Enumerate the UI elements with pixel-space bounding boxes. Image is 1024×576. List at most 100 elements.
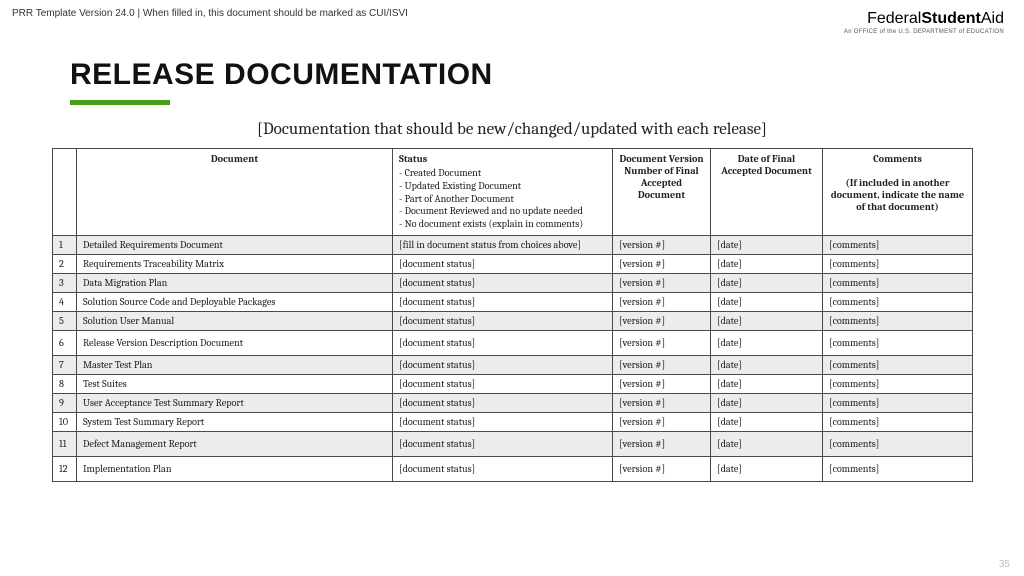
logo-title: FederalStudentAid (844, 10, 1004, 28)
row-date: [date] (711, 273, 823, 292)
row-num: 5 (53, 311, 77, 330)
col-comments-header: Comments (If included in another documen… (823, 149, 973, 236)
col-doc-header: Document (77, 149, 393, 236)
row-doc: Solution Source Code and Deployable Pack… (77, 292, 393, 311)
row-date: [date] (711, 235, 823, 254)
table-row: 9User Acceptance Test Summary Report[doc… (53, 393, 973, 412)
table-row: 12Implementation Plan[document status][v… (53, 456, 973, 481)
row-status: [document status] (393, 273, 613, 292)
row-status: [document status] (393, 311, 613, 330)
row-version: [version #] (613, 254, 711, 273)
row-date: [date] (711, 374, 823, 393)
row-comments: [comments] (823, 431, 973, 456)
row-version: [version #] (613, 292, 711, 311)
row-version: [version #] (613, 355, 711, 374)
row-doc: Master Test Plan (77, 355, 393, 374)
row-version: [version #] (613, 412, 711, 431)
release-doc-table: Document Status - Created Document- Upda… (52, 148, 973, 482)
row-version: [version #] (613, 330, 711, 355)
row-date: [date] (711, 292, 823, 311)
row-doc: Data Migration Plan (77, 273, 393, 292)
release-doc-table-wrap: Document Status - Created Document- Upda… (52, 148, 972, 482)
table-row: 8Test Suites[document status][version #]… (53, 374, 973, 393)
row-doc: Solution User Manual (77, 311, 393, 330)
row-status: [document status] (393, 412, 613, 431)
row-comments: [comments] (823, 374, 973, 393)
row-comments: [comments] (823, 273, 973, 292)
row-num: 11 (53, 431, 77, 456)
row-date: [date] (711, 254, 823, 273)
row-date: [date] (711, 393, 823, 412)
row-num: 6 (53, 330, 77, 355)
row-status: [document status] (393, 374, 613, 393)
row-doc: Test Suites (77, 374, 393, 393)
row-version: [version #] (613, 431, 711, 456)
page: PRR Template Version 24.0 | When filled … (0, 0, 1024, 576)
title-underline (70, 100, 170, 105)
logo-word-student: Student (921, 10, 981, 27)
row-version: [version #] (613, 235, 711, 254)
table-row: 1Detailed Requirements Document[fill in … (53, 235, 973, 254)
table-row: 2Requirements Traceability Matrix[docume… (53, 254, 973, 273)
row-doc: Release Version Description Document (77, 330, 393, 355)
row-num: 3 (53, 273, 77, 292)
row-date: [date] (711, 412, 823, 431)
row-num: 4 (53, 292, 77, 311)
row-doc: Requirements Traceability Matrix (77, 254, 393, 273)
col-date-header: Date of Final Accepted Document (711, 149, 823, 236)
row-version: [version #] (613, 273, 711, 292)
logo-subline: An OFFICE of the U.S. DEPARTMENT of EDUC… (844, 29, 1004, 35)
row-comments: [comments] (823, 235, 973, 254)
row-status: [document status] (393, 355, 613, 374)
row-comments: [comments] (823, 456, 973, 481)
row-status: [document status] (393, 393, 613, 412)
row-version: [version #] (613, 311, 711, 330)
col-status-options: - Created Document- Updated Existing Doc… (399, 167, 606, 231)
logo: FederalStudentAid An OFFICE of the U.S. … (844, 10, 1004, 35)
row-num: 12 (53, 456, 77, 481)
logo-word-aid: Aid (981, 10, 1004, 27)
row-version: [version #] (613, 374, 711, 393)
row-doc: Implementation Plan (77, 456, 393, 481)
row-comments: [comments] (823, 330, 973, 355)
page-title: RELEASE DOCUMENTATION (70, 58, 493, 92)
row-num: 1 (53, 235, 77, 254)
row-comments: [comments] (823, 254, 973, 273)
row-version: [version #] (613, 393, 711, 412)
row-num: 8 (53, 374, 77, 393)
page-subtitle: [Documentation that should be new/change… (0, 120, 1024, 139)
table-row: 6Release Version Description Document[do… (53, 330, 973, 355)
col-status-title: Status (399, 153, 427, 165)
row-date: [date] (711, 431, 823, 456)
page-number: 35 (999, 559, 1010, 570)
row-comments: [comments] (823, 355, 973, 374)
row-comments: [comments] (823, 393, 973, 412)
row-status: [document status] (393, 431, 613, 456)
col-num-header (53, 149, 77, 236)
row-doc: User Acceptance Test Summary Report (77, 393, 393, 412)
row-comments: [comments] (823, 311, 973, 330)
row-status: [document status] (393, 292, 613, 311)
col-comments-title: Comments (873, 153, 922, 165)
table-row: 4Solution Source Code and Deployable Pac… (53, 292, 973, 311)
col-version-header: Document Version Number of Final Accepte… (613, 149, 711, 236)
row-status: [document status] (393, 330, 613, 355)
col-status-header: Status - Created Document- Updated Exist… (393, 149, 613, 236)
row-num: 10 (53, 412, 77, 431)
row-date: [date] (711, 355, 823, 374)
row-comments: [comments] (823, 412, 973, 431)
row-doc: Defect Management Report (77, 431, 393, 456)
table-row: 11Defect Management Report[document stat… (53, 431, 973, 456)
table-row: 7Master Test Plan[document status][versi… (53, 355, 973, 374)
row-status: [document status] (393, 254, 613, 273)
row-num: 7 (53, 355, 77, 374)
row-doc: Detailed Requirements Document (77, 235, 393, 254)
row-date: [date] (711, 311, 823, 330)
table-row: 10System Test Summary Report[document st… (53, 412, 973, 431)
row-version: [version #] (613, 456, 711, 481)
row-num: 9 (53, 393, 77, 412)
row-date: [date] (711, 456, 823, 481)
row-doc: System Test Summary Report (77, 412, 393, 431)
row-status: [fill in document status from choices ab… (393, 235, 613, 254)
row-status: [document status] (393, 456, 613, 481)
